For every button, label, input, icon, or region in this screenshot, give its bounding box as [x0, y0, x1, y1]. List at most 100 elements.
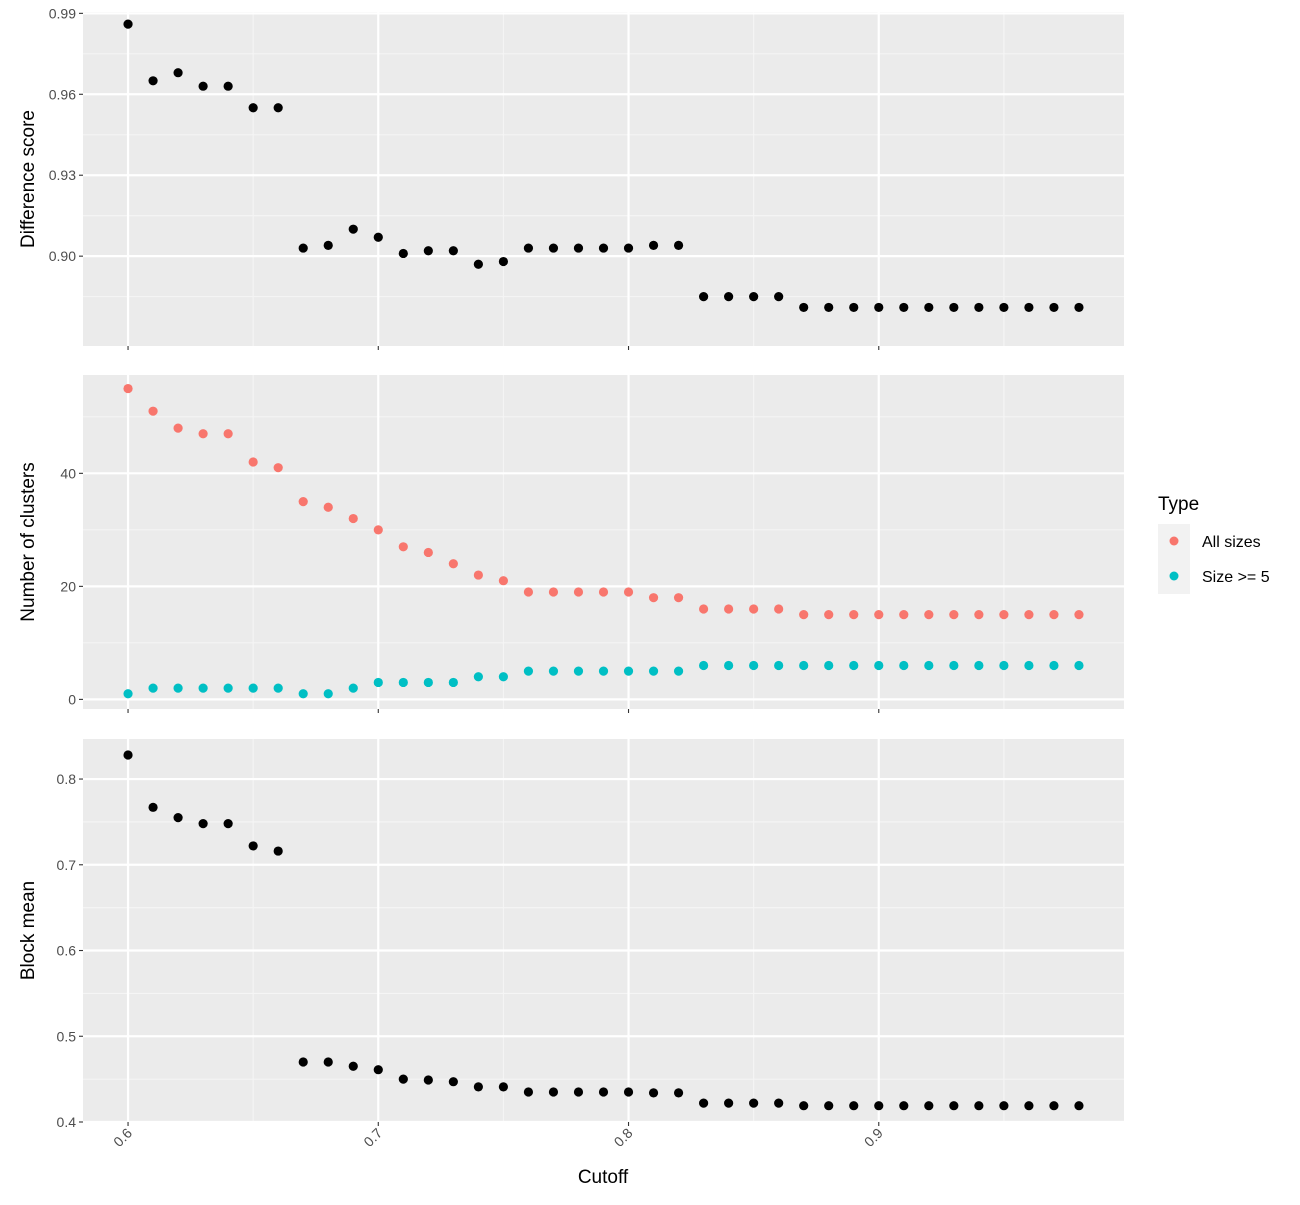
data-point	[473, 672, 483, 682]
data-point	[223, 819, 233, 829]
y-tick-label: 0.6	[57, 943, 77, 959]
data-point	[498, 1082, 509, 1092]
data-point	[248, 103, 258, 113]
y-tick-label: 0.90	[49, 248, 76, 264]
y-axis-title: Difference score	[18, 110, 39, 248]
data-point	[1049, 302, 1059, 313]
data-point	[348, 513, 358, 524]
data-point	[799, 1101, 809, 1111]
x-tick-label: 0.8	[611, 1125, 636, 1150]
data-point	[273, 103, 283, 113]
data-point	[598, 243, 609, 253]
data-point	[824, 302, 834, 313]
data-point	[498, 256, 509, 267]
data-point	[949, 660, 959, 671]
data-point	[924, 302, 934, 313]
data-point	[698, 1098, 709, 1108]
data-point	[473, 259, 483, 269]
data-point	[673, 240, 684, 250]
data-point	[598, 587, 609, 597]
data-point	[749, 660, 759, 671]
data-point	[648, 240, 659, 250]
data-point	[123, 383, 133, 394]
x-tick-label: 0.9	[861, 1125, 886, 1150]
data-point	[448, 1077, 458, 1087]
data-point	[323, 689, 333, 699]
data-point	[198, 81, 208, 91]
data-point	[1049, 610, 1059, 620]
series-points	[123, 750, 1084, 1111]
legend-title: Type	[1158, 494, 1199, 515]
data-point	[123, 19, 133, 29]
data-point	[248, 841, 258, 851]
data-point	[724, 292, 734, 302]
data-point	[799, 302, 809, 313]
data-point	[298, 496, 308, 507]
y-axis-title: Number of clusters	[18, 462, 39, 621]
series-points	[123, 19, 1084, 313]
data-point	[824, 610, 834, 620]
data-point	[974, 1101, 984, 1111]
data-point	[148, 802, 158, 812]
data-point	[448, 246, 458, 256]
data-point	[398, 542, 408, 552]
data-point	[223, 81, 233, 91]
panel-background	[83, 12, 1124, 346]
data-point	[774, 1098, 784, 1108]
data-point	[949, 610, 959, 620]
data-point	[173, 423, 183, 433]
y-tick-label: 0.96	[49, 86, 76, 102]
data-point	[1049, 1101, 1059, 1111]
data-point	[348, 224, 358, 234]
data-point	[874, 302, 884, 313]
data-point	[323, 502, 333, 512]
data-point	[273, 683, 283, 693]
series-size-5	[123, 660, 1084, 699]
data-point	[623, 587, 634, 597]
data-point	[1024, 302, 1034, 313]
y-tick-label: 0.8	[57, 771, 77, 787]
data-point	[348, 683, 358, 693]
data-point	[999, 302, 1009, 313]
data-point	[448, 559, 458, 569]
data-point	[874, 1101, 884, 1111]
panel-block-mean: 0.4 0.5 0.6 0.7 0.8 0.6 0.7 0.8 0.9 Block mean	[18, 739, 1124, 1150]
data-point	[698, 292, 709, 302]
data-point	[648, 666, 659, 676]
data-point	[473, 570, 483, 580]
data-point	[573, 1087, 584, 1097]
y-tick-label: 0.99	[49, 5, 76, 21]
x-axis-title: Cutoff	[578, 1167, 629, 1188]
data-point	[899, 610, 909, 620]
panel-background	[83, 739, 1124, 1122]
data-point	[774, 604, 784, 614]
series-all-sizes	[123, 383, 1084, 620]
data-point	[899, 302, 909, 313]
data-point	[423, 246, 433, 256]
data-point	[623, 243, 634, 253]
data-point	[248, 457, 258, 467]
data-point	[849, 302, 859, 313]
data-point	[348, 1061, 358, 1071]
data-point	[698, 604, 709, 614]
data-point	[824, 1101, 834, 1111]
data-point	[298, 689, 308, 699]
data-point	[999, 610, 1009, 620]
legend-key-size5	[1169, 571, 1179, 581]
y-tick-label: 0.5	[57, 1028, 77, 1044]
data-point	[724, 604, 734, 614]
data-point	[724, 1098, 734, 1108]
data-point	[298, 243, 308, 253]
data-point	[673, 593, 684, 603]
legend: Type All sizes Size >= 5	[1158, 494, 1270, 594]
data-point	[673, 1088, 684, 1098]
data-point	[148, 683, 158, 693]
data-point	[749, 292, 759, 302]
data-point	[373, 1065, 383, 1075]
data-point	[648, 593, 659, 603]
data-point	[548, 587, 559, 597]
data-point	[1049, 660, 1059, 671]
legend-label-size5: Size >= 5	[1202, 569, 1270, 586]
data-point	[648, 1088, 659, 1098]
data-point	[899, 660, 909, 671]
